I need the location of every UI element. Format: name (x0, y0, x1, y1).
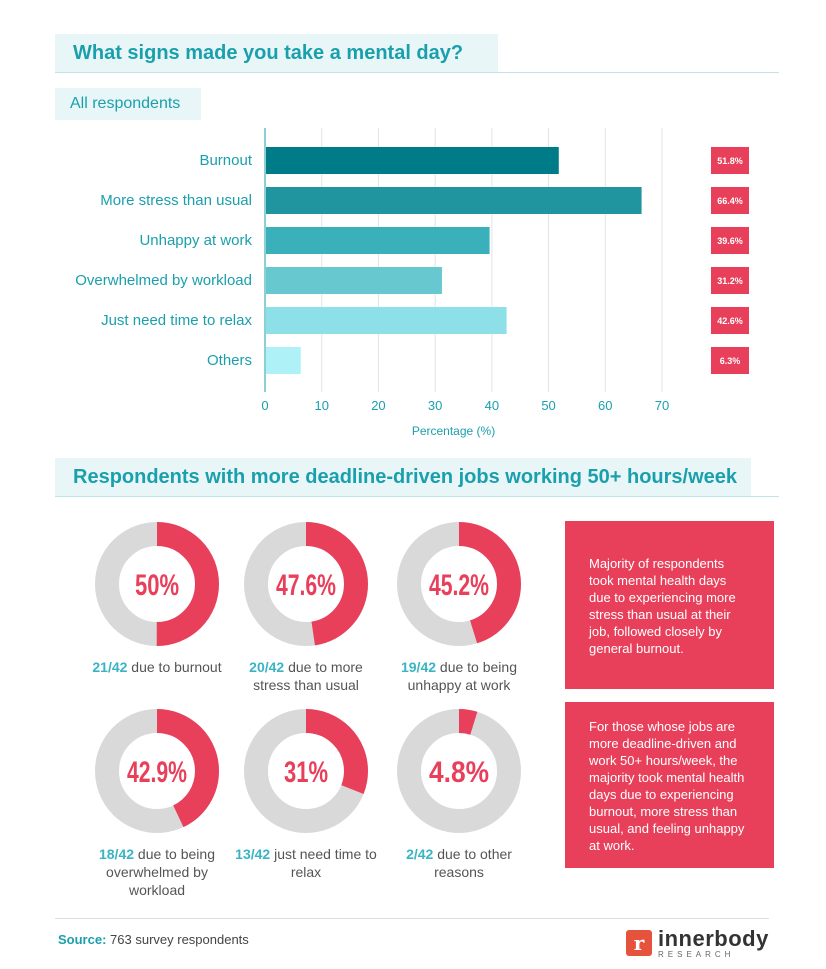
donut-caption-text: due to being unhappy at work (407, 659, 517, 693)
donut-fraction: 19/42 (400, 659, 437, 675)
value-badge (711, 227, 749, 254)
x-axis-label: Percentage (%) (412, 424, 495, 438)
donut-item: 42.9% 18/42 due to being overwhelmed by w… (82, 708, 232, 899)
donut-item: 47.6% 20/42 due to more stress than usual (231, 521, 381, 694)
donut-fraction: 21/42 (92, 659, 128, 675)
x-tick-label: 50 (541, 398, 555, 413)
value-label: 51.8% (717, 156, 743, 166)
donut-fraction: 18/42 (98, 846, 135, 862)
donut-percent-label: 45.2% (429, 569, 489, 602)
bar (266, 267, 442, 294)
value-badge (711, 347, 749, 374)
value-badge (711, 267, 749, 294)
category-label: Unhappy at work (139, 232, 252, 249)
donut-chart: 4.8% (397, 709, 521, 833)
source-label: Source: (58, 932, 107, 947)
donut-slice (244, 522, 368, 646)
donut-caption: 20/42 due to more stress than usual (231, 658, 381, 694)
section2-rule (55, 496, 779, 497)
donut-item: 50% 21/42 due to burnout (82, 521, 232, 676)
value-label: 31.2% (717, 276, 743, 286)
value-label: 6.3% (720, 356, 741, 366)
x-tick-label: 40 (485, 398, 499, 413)
footer-rule (55, 918, 769, 919)
subtitle: All respondents (55, 88, 201, 120)
bar (266, 187, 642, 214)
donut-chart: 47.6% (244, 522, 368, 646)
donut-percent-label: 50% (135, 569, 179, 602)
donut-caption: 2/42 due to other reasons (384, 845, 534, 881)
x-tick-label: 0 (261, 398, 268, 413)
donut-percent-label: 47.6% (276, 569, 336, 602)
donut-chart: 50% (95, 522, 219, 646)
source-text: 763 survey respondents (110, 932, 249, 947)
donut-caption: 19/42 due to being unhappy at work (384, 658, 534, 694)
donut-percent-label: 4.8% (429, 756, 489, 789)
logo-name: innerbody (658, 925, 769, 951)
donut-percent-label: 42.9% (127, 756, 187, 789)
section2-title: Respondents with more deadline-driven jo… (55, 458, 751, 496)
donut-caption-text: just need time to relax (270, 846, 377, 880)
category-label: More stress than usual (100, 192, 252, 209)
donut-chart: 31% (244, 709, 368, 833)
note-box-2: For those whose jobs are more deadline-d… (565, 702, 774, 868)
donut-caption-text: due to other reasons (433, 846, 512, 880)
bar-chart: 0 10 20 30 40 50 60 70 Percentage (%) Burnout 51.8… (75, 128, 749, 438)
donut-item: 4.8% 2/42 due to other reasons (384, 708, 534, 881)
donut-slice (95, 709, 219, 833)
donut-caption: 18/42 due to being overwhelmed by worklo… (82, 845, 232, 899)
logo-sub: RESEARCH (658, 949, 735, 959)
donut-slice (95, 522, 219, 646)
title-rule (55, 72, 779, 73)
value-badge (711, 307, 749, 334)
donut-caption-text: due to burnout (127, 659, 222, 675)
donut-caption-text: due to more stress than usual (253, 659, 363, 693)
donut-item: 45.2% 19/42 due to being unhappy at work (384, 521, 534, 694)
value-badge (711, 187, 749, 214)
category-label: Just need time to relax (101, 312, 252, 329)
donut-fraction: 13/42 (235, 846, 271, 862)
donut-fraction: 2/42 (406, 846, 434, 862)
donut-caption: 21/42 due to burnout (82, 658, 232, 676)
logo-mark-icon: r (626, 930, 652, 956)
donut-slice (244, 709, 368, 833)
donut-slice (397, 709, 521, 833)
bar (266, 147, 559, 174)
main-title: What signs made you take a mental day? (55, 34, 498, 72)
category-label: Burnout (199, 152, 252, 169)
category-label: Overwhelmed by workload (75, 272, 252, 289)
donut-percent-label: 31% (284, 756, 328, 789)
source-line: Source: 763 survey respondents (58, 932, 249, 947)
bar (266, 307, 507, 334)
value-badge (711, 147, 749, 174)
note-box-1: Majority of respondents took mental heal… (565, 521, 774, 689)
x-tick-label: 70 (655, 398, 669, 413)
donut-caption: 13/42 just need time to relax (231, 845, 381, 881)
bar (266, 347, 301, 374)
donut-chart: 45.2% (397, 522, 521, 646)
value-label: 66.4% (717, 196, 743, 206)
x-tick-label: 30 (428, 398, 442, 413)
x-tick-label: 60 (598, 398, 612, 413)
innerbody-logo: r innerbody RESEARCH (626, 925, 769, 959)
value-label: 42.6% (717, 316, 743, 326)
category-label: Others (207, 352, 252, 369)
donut-caption-text: due to being overwhelmed by workload (106, 846, 215, 898)
donut-chart: 42.9% (95, 709, 219, 833)
donut-slice (397, 522, 521, 646)
donut-fraction: 20/42 (249, 659, 285, 675)
x-tick-label: 10 (314, 398, 328, 413)
donut-item: 31% 13/42 just need time to relax (231, 708, 381, 881)
x-tick-label: 20 (371, 398, 385, 413)
bar (266, 227, 490, 254)
value-label: 39.6% (717, 236, 743, 246)
